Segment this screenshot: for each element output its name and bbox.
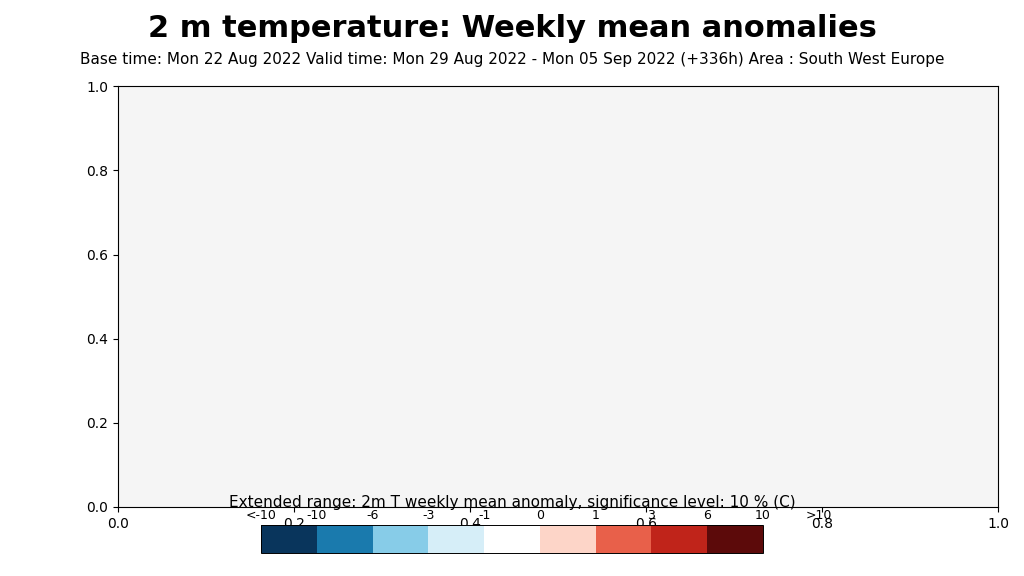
Text: >10: >10 <box>806 509 831 522</box>
Text: -3: -3 <box>422 509 434 522</box>
Text: 3: 3 <box>647 509 655 522</box>
Text: Extended range: 2m T weekly mean anomaly, significance level: 10 % (C): Extended range: 2m T weekly mean anomaly… <box>228 495 796 510</box>
Text: <-10: <-10 <box>246 509 276 522</box>
Text: 10: 10 <box>755 509 771 522</box>
Text: 1: 1 <box>592 509 600 522</box>
Text: 6: 6 <box>703 509 711 522</box>
Text: 0: 0 <box>536 509 544 522</box>
Text: -1: -1 <box>478 509 490 522</box>
Text: 2 m temperature: Weekly mean anomalies: 2 m temperature: Weekly mean anomalies <box>147 14 877 43</box>
Text: -6: -6 <box>367 509 379 522</box>
Text: Base time: Mon 22 Aug 2022 Valid time: Mon 29 Aug 2022 - Mon 05 Sep 2022 (+336h): Base time: Mon 22 Aug 2022 Valid time: M… <box>80 52 944 67</box>
Text: -10: -10 <box>306 509 327 522</box>
